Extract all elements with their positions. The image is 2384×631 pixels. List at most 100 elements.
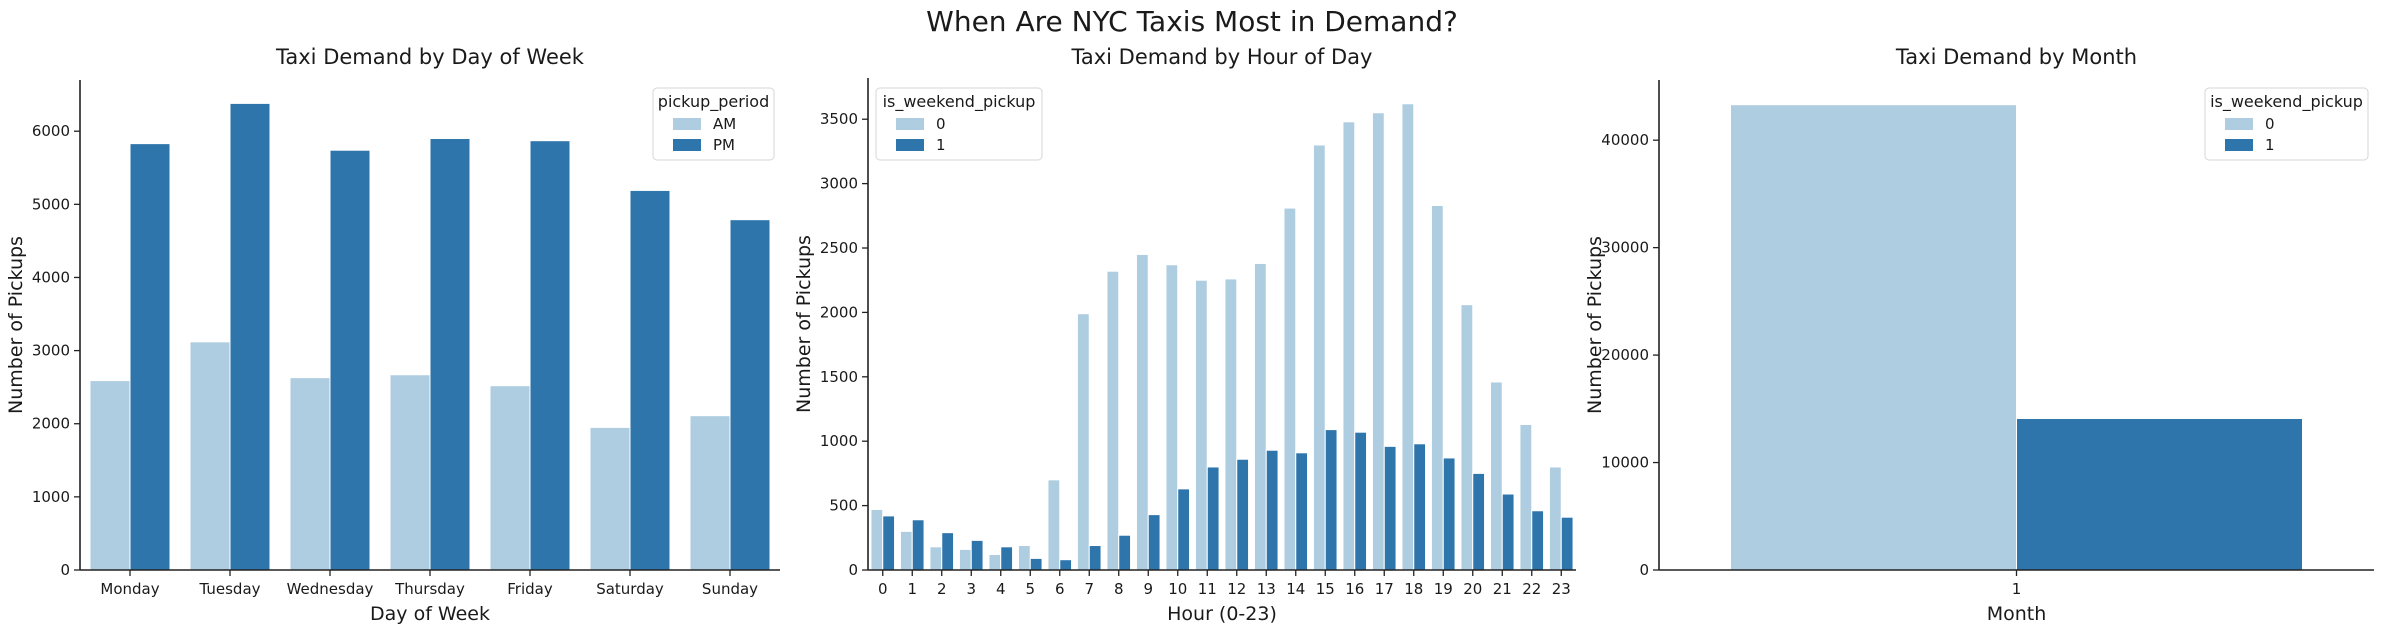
bar-23-1 (1560, 516, 1574, 571)
bar-13-1 (1265, 449, 1279, 571)
y-tick-label: 0 (1639, 561, 1649, 579)
x-tick-label: 1 (907, 580, 917, 598)
bar-16-0 (1342, 121, 1356, 571)
bar-Thursday-PM (429, 138, 471, 571)
bar-18-1 (1413, 443, 1427, 571)
bar-13-0 (1253, 262, 1267, 571)
bar-0-0 (870, 508, 884, 571)
bar-11-1 (1206, 466, 1220, 571)
bar-Tuesday-AM (189, 341, 231, 571)
y-tick-label: 2000 (32, 415, 70, 433)
chart-title: Taxi Demand by Month (1895, 45, 2137, 69)
bar-Tuesday-PM (229, 102, 271, 571)
y-tick-label: 1500 (820, 368, 858, 386)
y-axis-label: Number of Pickups (1584, 236, 1606, 414)
x-tick-label: 15 (1316, 580, 1335, 598)
legend-title: is_weekend_pickup (883, 92, 1036, 112)
legend-title: is_weekend_pickup (2210, 92, 2363, 112)
y-tick-label: 1000 (820, 432, 858, 450)
bar-3-1 (970, 539, 984, 571)
y-tick-label: 20000 (1601, 346, 1649, 364)
x-tick-label: Monday (100, 580, 159, 598)
x-tick-label: 6 (1055, 580, 1065, 598)
bar-Sunday-PM (729, 219, 771, 571)
x-tick-label: Saturday (596, 580, 664, 598)
figure-suptitle: When Are NYC Taxis Most in Demand? (926, 5, 1458, 38)
legend-swatch-0 (896, 118, 924, 130)
bar-22-1 (1531, 510, 1545, 571)
x-tick-label: 19 (1434, 580, 1453, 598)
bar-14-1 (1295, 452, 1309, 571)
x-tick-label: 11 (1198, 580, 1217, 598)
chart-title: Taxi Demand by Hour of Day (1071, 45, 1373, 69)
x-tick-label: 5 (1025, 580, 1035, 598)
bar-Saturday-PM (629, 189, 671, 571)
legend-swatch-1 (896, 139, 924, 151)
bar-Friday-AM (489, 385, 531, 571)
x-tick-label: 20 (1463, 580, 1482, 598)
bar-19-1 (1442, 457, 1456, 571)
bar-7-0 (1076, 313, 1090, 571)
y-tick-label: 0 (848, 561, 858, 579)
bar-6-0 (1047, 479, 1061, 571)
legend: is_weekend_pickup 0 1 (875, 87, 1043, 161)
legend: is_weekend_pickup 0 1 (2204, 87, 2369, 161)
bar-Monday-PM (129, 143, 171, 571)
bar-17-1 (1383, 445, 1397, 571)
x-tick-label: 2 (937, 580, 947, 598)
bar-19-0 (1430, 205, 1444, 571)
chart-panel-month: 0 10000 20000 30000 40000 1 Taxi Demand by Mon… (1584, 45, 2374, 625)
bar-21-0 (1489, 381, 1503, 571)
bar-12-1 (1236, 458, 1250, 571)
legend-swatch-0 (2225, 118, 2253, 130)
x-axis-label: Month (1987, 603, 2047, 625)
legend-label-0: 0 (936, 115, 946, 133)
bar-8-1 (1118, 534, 1132, 571)
legend-swatch-1 (2225, 139, 2253, 151)
legend-label-AM: AM (713, 115, 736, 133)
bar-14-0 (1283, 207, 1297, 571)
y-tick-label: 10000 (1601, 454, 1649, 472)
bar-22-0 (1519, 423, 1533, 571)
bar-2-0 (929, 546, 943, 571)
bar-15-1 (1324, 429, 1338, 571)
legend-title: pickup_period (658, 92, 769, 112)
x-tick-label: Friday (507, 580, 553, 598)
y-tick-label: 3000 (820, 175, 858, 193)
legend-swatch-AM (673, 118, 701, 130)
bar-1-1 (911, 519, 925, 571)
y-tick-label: 5000 (32, 195, 70, 213)
bar-12-0 (1224, 278, 1238, 571)
bar-1-0 (899, 530, 913, 571)
bar-5-0 (1017, 545, 1031, 571)
bar-4-1 (1000, 546, 1014, 571)
x-axis-label: Day of Week (370, 603, 490, 625)
legend-label-1: 1 (936, 136, 946, 154)
bar-18-0 (1401, 103, 1415, 571)
bar-Friday-PM (529, 140, 571, 571)
bar-2-1 (941, 532, 955, 571)
y-tick-label: 2000 (820, 303, 858, 321)
bar-21-1 (1501, 493, 1515, 571)
x-tick-label: 8 (1114, 580, 1124, 598)
bar-16-1 (1354, 431, 1368, 571)
x-tick-label: 13 (1257, 580, 1276, 598)
bar-Sunday-AM (689, 415, 731, 571)
bar-17-0 (1371, 112, 1385, 571)
x-tick-label: 14 (1286, 580, 1305, 598)
bar-10-0 (1165, 264, 1179, 571)
bar-0-1 (882, 515, 896, 571)
bar-1-1 (2016, 417, 2303, 571)
x-tick-label: 1 (2012, 580, 2022, 598)
bar-9-1 (1147, 514, 1161, 571)
y-tick-label: 4000 (32, 268, 70, 286)
x-tick-label: 3 (966, 580, 976, 598)
legend-label-0: 0 (2265, 115, 2275, 133)
x-tick-label: 16 (1345, 580, 1364, 598)
x-tick-label: 21 (1493, 580, 1512, 598)
x-tick-label: Wednesday (287, 580, 374, 598)
bar-7-1 (1088, 545, 1102, 571)
legend-swatch-PM (673, 139, 701, 151)
x-tick-label: 12 (1227, 580, 1246, 598)
